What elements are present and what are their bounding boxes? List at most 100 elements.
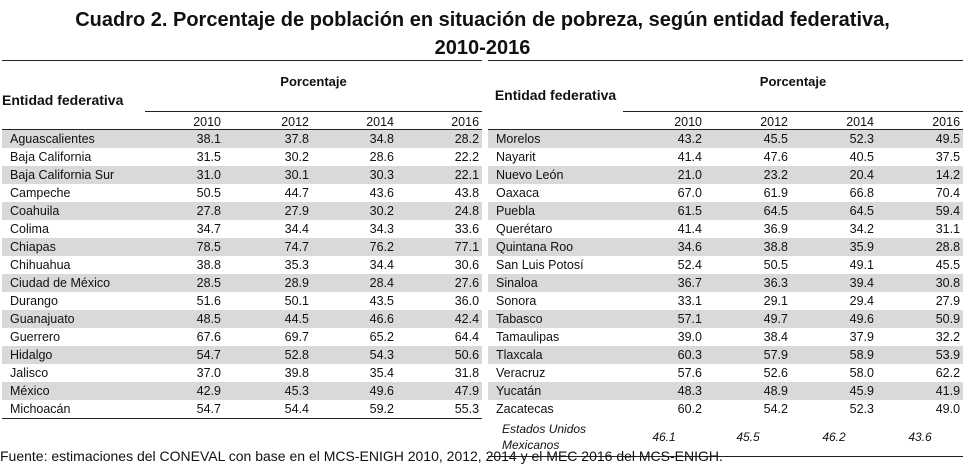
value-2016: 55.3 <box>397 400 483 419</box>
value-2014: 49.6 <box>791 310 877 328</box>
value-2012: 34.4 <box>284 222 309 236</box>
table-row: Guerrero 67.6 69.7 65.2 64.4 <box>2 328 482 346</box>
entity-name: Yucatán <box>488 382 623 400</box>
value-2014: 34.8 <box>312 129 397 148</box>
title-line-2: 2010-2016 <box>434 37 531 59</box>
value-2010: 67.6 <box>196 330 221 344</box>
table-row: Durango 51.6 50.1 43.5 36.0 <box>2 292 482 310</box>
value-2012: 36.9 <box>763 222 788 236</box>
value-2016: 32.2 <box>935 330 961 344</box>
entity-name: Sinaloa <box>488 274 623 292</box>
value-2012: 28.9 <box>224 274 312 292</box>
left-entity-header: Entidad federativa <box>2 60 145 112</box>
value-2010: 42.9 <box>145 382 224 400</box>
value-2016: 43.8 <box>454 186 480 200</box>
value-2010: 67.0 <box>677 186 702 200</box>
table-row: Colima 34.7 34.4 34.3 33.6 <box>2 220 482 238</box>
value-2016: 62.2 <box>935 366 961 380</box>
left-year-2012: 2012 <box>224 111 312 130</box>
entity-name: Aguascalientes <box>2 129 145 148</box>
value-2012: 48.9 <box>705 382 791 400</box>
value-2016: 24.8 <box>397 202 483 220</box>
value-2010: 27.8 <box>145 202 224 220</box>
right-percentage-header: Porcentaje <box>623 60 964 112</box>
entity-name: Nayarit <box>496 150 536 164</box>
entity-name: Veracruz <box>496 366 546 380</box>
value-2014: 49.6 <box>312 382 397 400</box>
right-entity-header: Entidad federativa <box>488 60 623 130</box>
value-2016: 33.6 <box>454 222 480 236</box>
value-2010: 57.6 <box>677 366 702 380</box>
value-2010: 61.5 <box>623 202 705 220</box>
value-2012: 35.3 <box>284 258 309 272</box>
value-2010: 60.2 <box>677 402 702 416</box>
left-table-body: Aguascalientes 38.1 37.8 34.8 28.2 Baja Calif… <box>2 129 483 419</box>
table-row: San Luis Potosí 52.4 50.5 49.1 45.5 <box>488 256 963 274</box>
entity-name: Puebla <box>488 202 623 220</box>
right-table-body: Morelos 43.2 45.5 52.3 49.5 Nayarit 41.4 47.6 40… <box>488 129 964 419</box>
left-years-row: 2010 2012 2014 2016 <box>2 111 483 130</box>
entity-name: Chiapas <box>2 238 145 256</box>
value-2014: 34.3 <box>369 222 394 236</box>
entity-name: Colima <box>10 222 49 236</box>
value-2012: 57.9 <box>705 346 791 364</box>
value-2010: 48.5 <box>145 310 224 328</box>
table-row: Guanajuato 48.5 44.5 46.6 42.4 <box>2 310 483 328</box>
entity-name: Oaxaca <box>496 186 540 200</box>
entity-name: Zacatecas <box>496 402 554 416</box>
value-2012: 39.8 <box>284 366 309 380</box>
table-row: Tabasco 57.1 49.7 49.6 50.9 <box>488 310 964 328</box>
value-2016: 28.2 <box>397 129 483 148</box>
value-2012: 38.4 <box>763 330 788 344</box>
table-row: Tlaxcala 60.3 57.9 58.9 53.9 <box>488 346 964 364</box>
value-2016: 47.9 <box>397 382 483 400</box>
value-2012: 27.9 <box>224 202 312 220</box>
right-poverty-table: Entidad federativa Porcentaje 2010 2012 … <box>488 60 964 457</box>
value-2016: 37.5 <box>935 150 961 164</box>
table-row: Chihuahua 38.8 35.3 34.4 30.6 <box>2 256 482 274</box>
value-2012: 44.5 <box>224 310 312 328</box>
value-2016: 31.1 <box>935 222 961 236</box>
value-2014: 52.3 <box>849 402 874 416</box>
left-poverty-table: Entidad federativa Porcentaje 2010 2012 … <box>2 60 483 419</box>
table-row: Veracruz 57.6 52.6 58.0 62.2 <box>488 364 963 382</box>
value-2014: 46.6 <box>312 310 397 328</box>
left-years-blank <box>2 111 145 130</box>
total-row: Estados Unidos Mexicanos 46.1 45.5 46.2 … <box>488 418 964 457</box>
value-2014: 58.9 <box>791 346 877 364</box>
value-2010: 38.8 <box>196 258 221 272</box>
value-2010: 31.5 <box>196 150 221 164</box>
value-2016: 45.5 <box>935 258 961 272</box>
value-2014: 35.4 <box>369 366 394 380</box>
table-row: Coahuila 27.8 27.9 30.2 24.8 <box>2 202 483 220</box>
value-2014: 43.5 <box>369 294 394 308</box>
value-2012: 49.7 <box>705 310 791 328</box>
table-row: Puebla 61.5 64.5 64.5 59.4 <box>488 202 964 220</box>
value-2012: 50.5 <box>763 258 788 272</box>
value-2012: 54.4 <box>224 400 312 419</box>
value-2010: 41.4 <box>677 150 702 164</box>
value-2014: 58.0 <box>849 366 874 380</box>
value-2010: 36.7 <box>623 274 705 292</box>
left-header-row: Entidad federativa Porcentaje <box>2 60 483 112</box>
total-name: Estados Unidos Mexicanos <box>488 418 623 457</box>
value-2010: 34.7 <box>196 222 221 236</box>
value-2014: 30.2 <box>312 202 397 220</box>
value-2012: 23.2 <box>705 166 791 184</box>
left-table-container: Entidad federativa Porcentaje 2010 2012 … <box>2 60 483 419</box>
value-2010: 51.6 <box>196 294 221 308</box>
value-2014: 35.9 <box>791 238 877 256</box>
entity-name: Campeche <box>10 186 71 200</box>
table-row: Aguascalientes 38.1 37.8 34.8 28.2 <box>2 129 483 148</box>
value-2010: 34.6 <box>623 238 705 256</box>
right-year-2014: 2014 <box>791 111 877 130</box>
source-note: Fuente: estimaciones del CONEVAL con bas… <box>0 448 723 464</box>
entity-name: Coahuila <box>2 202 145 220</box>
table-row: Tamaulipas 39.0 38.4 37.9 32.2 <box>488 328 963 346</box>
table-row: Sonora 33.1 29.1 29.4 27.9 <box>488 292 963 310</box>
entity-name: Querétaro <box>496 222 553 236</box>
value-2012: 61.9 <box>763 186 788 200</box>
value-2010: 48.3 <box>623 382 705 400</box>
value-2014: 52.3 <box>791 129 877 148</box>
entity-name: Michoacán <box>2 400 145 419</box>
